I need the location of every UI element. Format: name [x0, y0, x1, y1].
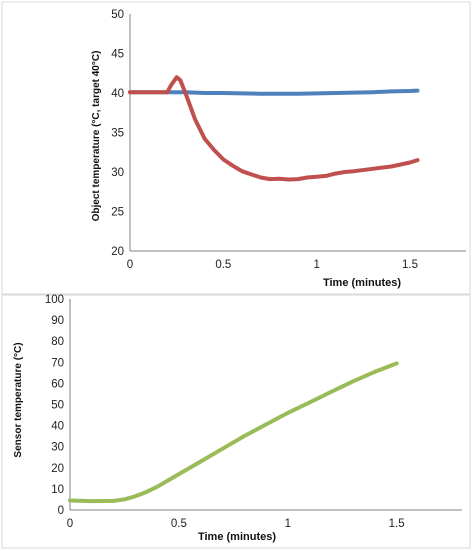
- x-axis-title: Time (minutes): [198, 531, 276, 543]
- x-tick-label: 1: [313, 259, 319, 271]
- x-tick-label: 0.5: [215, 259, 231, 271]
- x-tick-label: 0: [67, 518, 73, 530]
- series-line: [68, 361, 399, 504]
- y-axis-title: Sensor temperature (°C): [13, 342, 24, 457]
- y-tick-label: 40: [111, 88, 124, 100]
- y-tick-label: 40: [51, 421, 64, 433]
- y-axis-title: Object temperature (°C, target 40°C): [91, 51, 102, 222]
- y-tick-label: 20: [111, 246, 124, 258]
- y-tick-label: 50: [51, 400, 64, 412]
- y-tick-label: 80: [51, 336, 64, 348]
- y-tick-label: 90: [51, 315, 64, 327]
- series-lines: [128, 75, 420, 182]
- x-tick-label: 1: [285, 518, 291, 530]
- y-tick-label: 20: [51, 463, 64, 475]
- series-lines: [68, 361, 399, 504]
- tick-labels: 20 25 30 35 40 45 50 0 0.5 1 1.5: [111, 9, 418, 271]
- y-tick-label: 25: [111, 207, 124, 219]
- x-tick-label: 1.5: [402, 259, 418, 271]
- x-tick-label: 0: [127, 259, 133, 271]
- chart-frame: [1, 293, 471, 549]
- x-tick-label: 1.5: [389, 518, 405, 530]
- y-tick-label: 30: [51, 442, 64, 454]
- tick-labels: 0 10 20 30 40 50 60 70 80 90 100 0 0.5 1 1.5: [45, 294, 405, 530]
- series-line: [128, 75, 420, 182]
- y-tick-label: 50: [111, 9, 124, 21]
- y-tick-label: 10: [51, 484, 64, 496]
- y-tick-label: 0: [58, 505, 64, 517]
- y-tick-label: 100: [45, 294, 64, 306]
- y-tick-label: 70: [51, 357, 64, 369]
- sensor-temperature-chart: Time (minutes) Sensor temperature (°C) 0…: [1, 293, 471, 549]
- x-tick-label: 0.5: [171, 518, 187, 530]
- y-tick-label: 30: [111, 167, 124, 179]
- series-line: [128, 88, 420, 96]
- chart-frame: [1, 1, 471, 296]
- y-tick-label: 45: [111, 49, 124, 61]
- y-tick-label: 35: [111, 128, 124, 140]
- x-axis-title: Time (minutes): [323, 277, 401, 289]
- y-tick-label: 60: [51, 378, 64, 390]
- object-temperature-chart: Time (minutes) Object temperature (°C, t…: [1, 1, 471, 296]
